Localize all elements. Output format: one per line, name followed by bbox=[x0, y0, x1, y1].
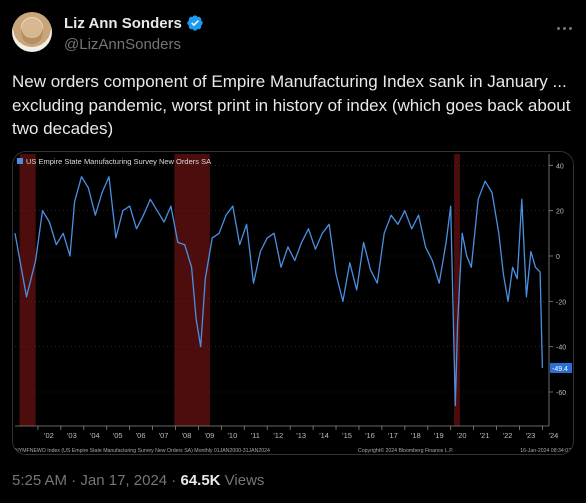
verified-badge-icon bbox=[187, 15, 203, 31]
x-tick-label-11: '13 bbox=[296, 431, 306, 440]
tweet-date[interactable]: Jan 17, 2024 bbox=[80, 472, 168, 489]
tweet-text: New orders component of Empire Manufactu… bbox=[12, 72, 571, 138]
tweet-time[interactable]: 5:25 AM bbox=[12, 472, 68, 489]
footer-mid: Copyright© 2024 Bloomberg Finance L.P. bbox=[358, 447, 453, 454]
x-tick-label-8: '10 bbox=[227, 431, 237, 440]
legend-swatch bbox=[17, 158, 23, 164]
tweet-header: Liz Ann Sonders @LizAnnSonders bbox=[12, 12, 574, 56]
recession-band-2 bbox=[454, 154, 460, 426]
views-count: 64.5K bbox=[180, 472, 221, 489]
avatar[interactable] bbox=[12, 12, 52, 52]
x-tick-label-3: '05 bbox=[113, 431, 123, 440]
x-tick-label-21: '23 bbox=[526, 431, 536, 440]
last-value-label: -49.4 bbox=[552, 366, 568, 373]
more-options-icon[interactable] bbox=[554, 18, 574, 38]
y-tick-label-2: 0 bbox=[556, 254, 560, 261]
series-line bbox=[14, 176, 544, 407]
x-tick-label-20: '22 bbox=[503, 431, 513, 440]
x-tick-label-7: '09 bbox=[205, 431, 215, 440]
x-tick-label-6: '08 bbox=[182, 431, 192, 440]
legend-label: US Empire State Manufacturing Survey New… bbox=[26, 157, 211, 166]
x-tick-label-15: '17 bbox=[388, 431, 398, 440]
author-name[interactable]: Liz Ann Sonders bbox=[64, 14, 182, 32]
x-tick-label-1: '03 bbox=[67, 431, 77, 440]
x-tick-label-22: '24 bbox=[549, 431, 559, 440]
x-tick-label-4: '06 bbox=[136, 431, 146, 440]
x-tick-label-10: '12 bbox=[273, 431, 283, 440]
last-value-marker bbox=[550, 362, 572, 373]
tweet-meta: 5:25 AM · Jan 17, 2024 · 64.5K Views bbox=[12, 472, 264, 489]
x-tick-label-18: '20 bbox=[457, 431, 467, 440]
author-name-row: Liz Ann Sonders bbox=[64, 14, 204, 32]
meta-separator: · bbox=[67, 472, 81, 489]
footer-left: NYMFNEWO Index (US Empire State Manufact… bbox=[15, 448, 270, 454]
x-tick-label-5: '07 bbox=[159, 431, 169, 440]
y-tick-label-0: 40 bbox=[556, 163, 564, 170]
x-tick-label-19: '21 bbox=[480, 431, 490, 440]
x-tick-label-17: '19 bbox=[434, 431, 444, 440]
x-tick-label-9: '11 bbox=[251, 431, 260, 440]
chart-background bbox=[13, 152, 573, 454]
x-tick-label-13: '15 bbox=[342, 431, 352, 440]
views-label: Views bbox=[220, 472, 265, 489]
meta-separator-2: · bbox=[167, 472, 181, 489]
y-tick-label-4: -40 bbox=[556, 345, 566, 352]
x-tick-label-12: '14 bbox=[319, 431, 329, 440]
author-handle[interactable]: @LizAnnSonders bbox=[64, 36, 181, 53]
x-tick-label-14: '16 bbox=[365, 431, 375, 440]
x-tick-label-16: '18 bbox=[411, 431, 421, 440]
x-tick-label-2: '04 bbox=[90, 431, 100, 440]
y-tick-label-5: -60 bbox=[556, 390, 566, 397]
y-tick-label-3: -20 bbox=[556, 299, 566, 306]
tweet-media-chart[interactable]: 40 20 0 -20 -40 -60 '02 '03 '04 '05 '06 '07 '08 '09 '1… bbox=[12, 151, 574, 455]
line-chart: 40 20 0 -20 -40 -60 '02 '03 '04 '05 '06 '07 '08 '09 '1… bbox=[13, 152, 573, 454]
y-tick-label-1: 20 bbox=[556, 209, 564, 216]
x-tick-label-0: '02 bbox=[44, 431, 54, 440]
footer-right: 16-Jan-2024 08:34:07 bbox=[520, 448, 571, 454]
